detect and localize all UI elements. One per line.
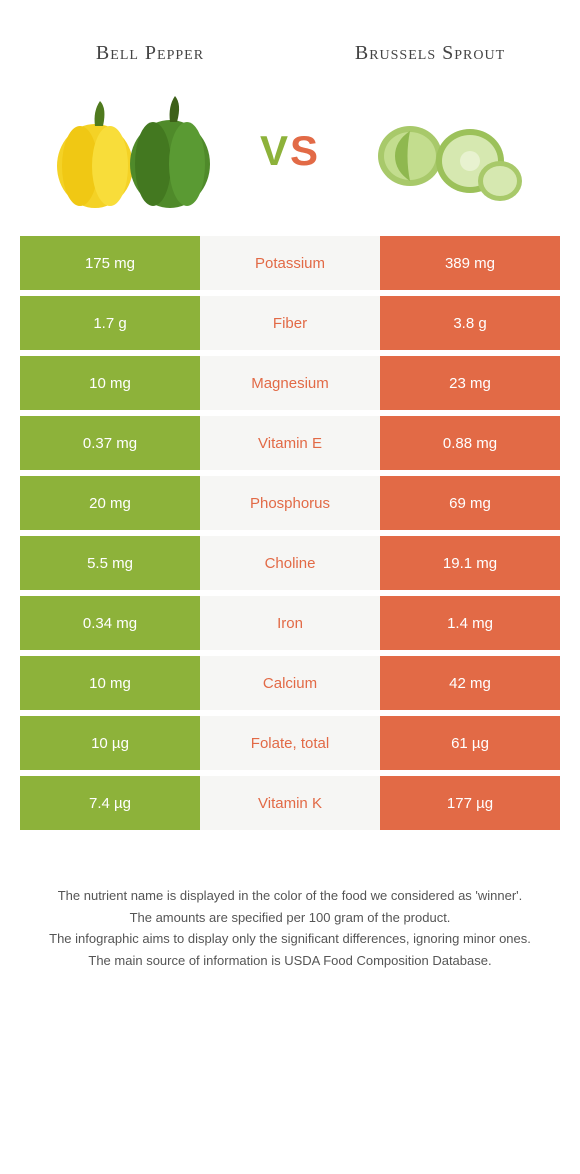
right-value: 1.4 mg xyxy=(380,596,560,650)
header: Bell Pepper Brussels Sprout xyxy=(0,0,580,76)
nutrient-label: Vitamin K xyxy=(200,776,380,830)
footnote-line: The infographic aims to display only the… xyxy=(35,929,545,949)
left-value: 7.4 µg xyxy=(20,776,200,830)
images-row: VS xyxy=(0,76,580,236)
right-value: 0.88 mg xyxy=(380,416,560,470)
title-left: Bell Pepper xyxy=(50,40,250,66)
left-value: 10 mg xyxy=(20,656,200,710)
left-value: 5.5 mg xyxy=(20,536,200,590)
table-row: 20 mgPhosphorus69 mg xyxy=(20,476,560,530)
table-row: 10 mgMagnesium23 mg xyxy=(20,356,560,410)
left-value: 10 mg xyxy=(20,356,200,410)
right-value: 389 mg xyxy=(380,236,560,290)
footnote-line: The main source of information is USDA F… xyxy=(35,951,545,971)
footnotes: The nutrient name is displayed in the co… xyxy=(0,836,580,970)
nutrient-label: Magnesium xyxy=(200,356,380,410)
footnote-line: The amounts are specified per 100 gram o… xyxy=(35,908,545,928)
right-value: 69 mg xyxy=(380,476,560,530)
nutrient-label: Folate, total xyxy=(200,716,380,770)
left-value: 1.7 g xyxy=(20,296,200,350)
nutrient-label: Fiber xyxy=(200,296,380,350)
right-value: 177 µg xyxy=(380,776,560,830)
table-row: 10 mgCalcium42 mg xyxy=(20,656,560,710)
nutrient-label: Iron xyxy=(200,596,380,650)
comparison-table: 175 mgPotassium389 mg 1.7 gFiber3.8 g 10 m… xyxy=(0,236,580,830)
table-row: 0.37 mgVitamin E0.88 mg xyxy=(20,416,560,470)
left-value: 175 mg xyxy=(20,236,200,290)
table-row: 0.34 mgIron1.4 mg xyxy=(20,596,560,650)
nutrient-label: Vitamin E xyxy=(200,416,380,470)
left-value: 10 µg xyxy=(20,716,200,770)
table-row: 175 mgPotassium389 mg xyxy=(20,236,560,290)
left-value: 0.37 mg xyxy=(20,416,200,470)
table-row: 7.4 µgVitamin K177 µg xyxy=(20,776,560,830)
right-value: 23 mg xyxy=(380,356,560,410)
right-value: 61 µg xyxy=(380,716,560,770)
table-row: 5.5 mgCholine19.1 mg xyxy=(20,536,560,590)
brussels-sprout-illustration xyxy=(355,86,535,216)
vs-label: VS xyxy=(260,127,320,175)
footnote-line: The nutrient name is displayed in the co… xyxy=(35,886,545,906)
nutrient-label: Calcium xyxy=(200,656,380,710)
nutrient-label: Phosphorus xyxy=(200,476,380,530)
right-value: 42 mg xyxy=(380,656,560,710)
bell-pepper-illustration xyxy=(45,86,225,216)
table-row: 10 µgFolate, total61 µg xyxy=(20,716,560,770)
nutrient-label: Choline xyxy=(200,536,380,590)
left-value: 20 mg xyxy=(20,476,200,530)
left-value: 0.34 mg xyxy=(20,596,200,650)
right-value: 3.8 g xyxy=(380,296,560,350)
right-value: 19.1 mg xyxy=(380,536,560,590)
title-right: Brussels Sprout xyxy=(330,40,530,66)
nutrient-label: Potassium xyxy=(200,236,380,290)
table-row: 1.7 gFiber3.8 g xyxy=(20,296,560,350)
